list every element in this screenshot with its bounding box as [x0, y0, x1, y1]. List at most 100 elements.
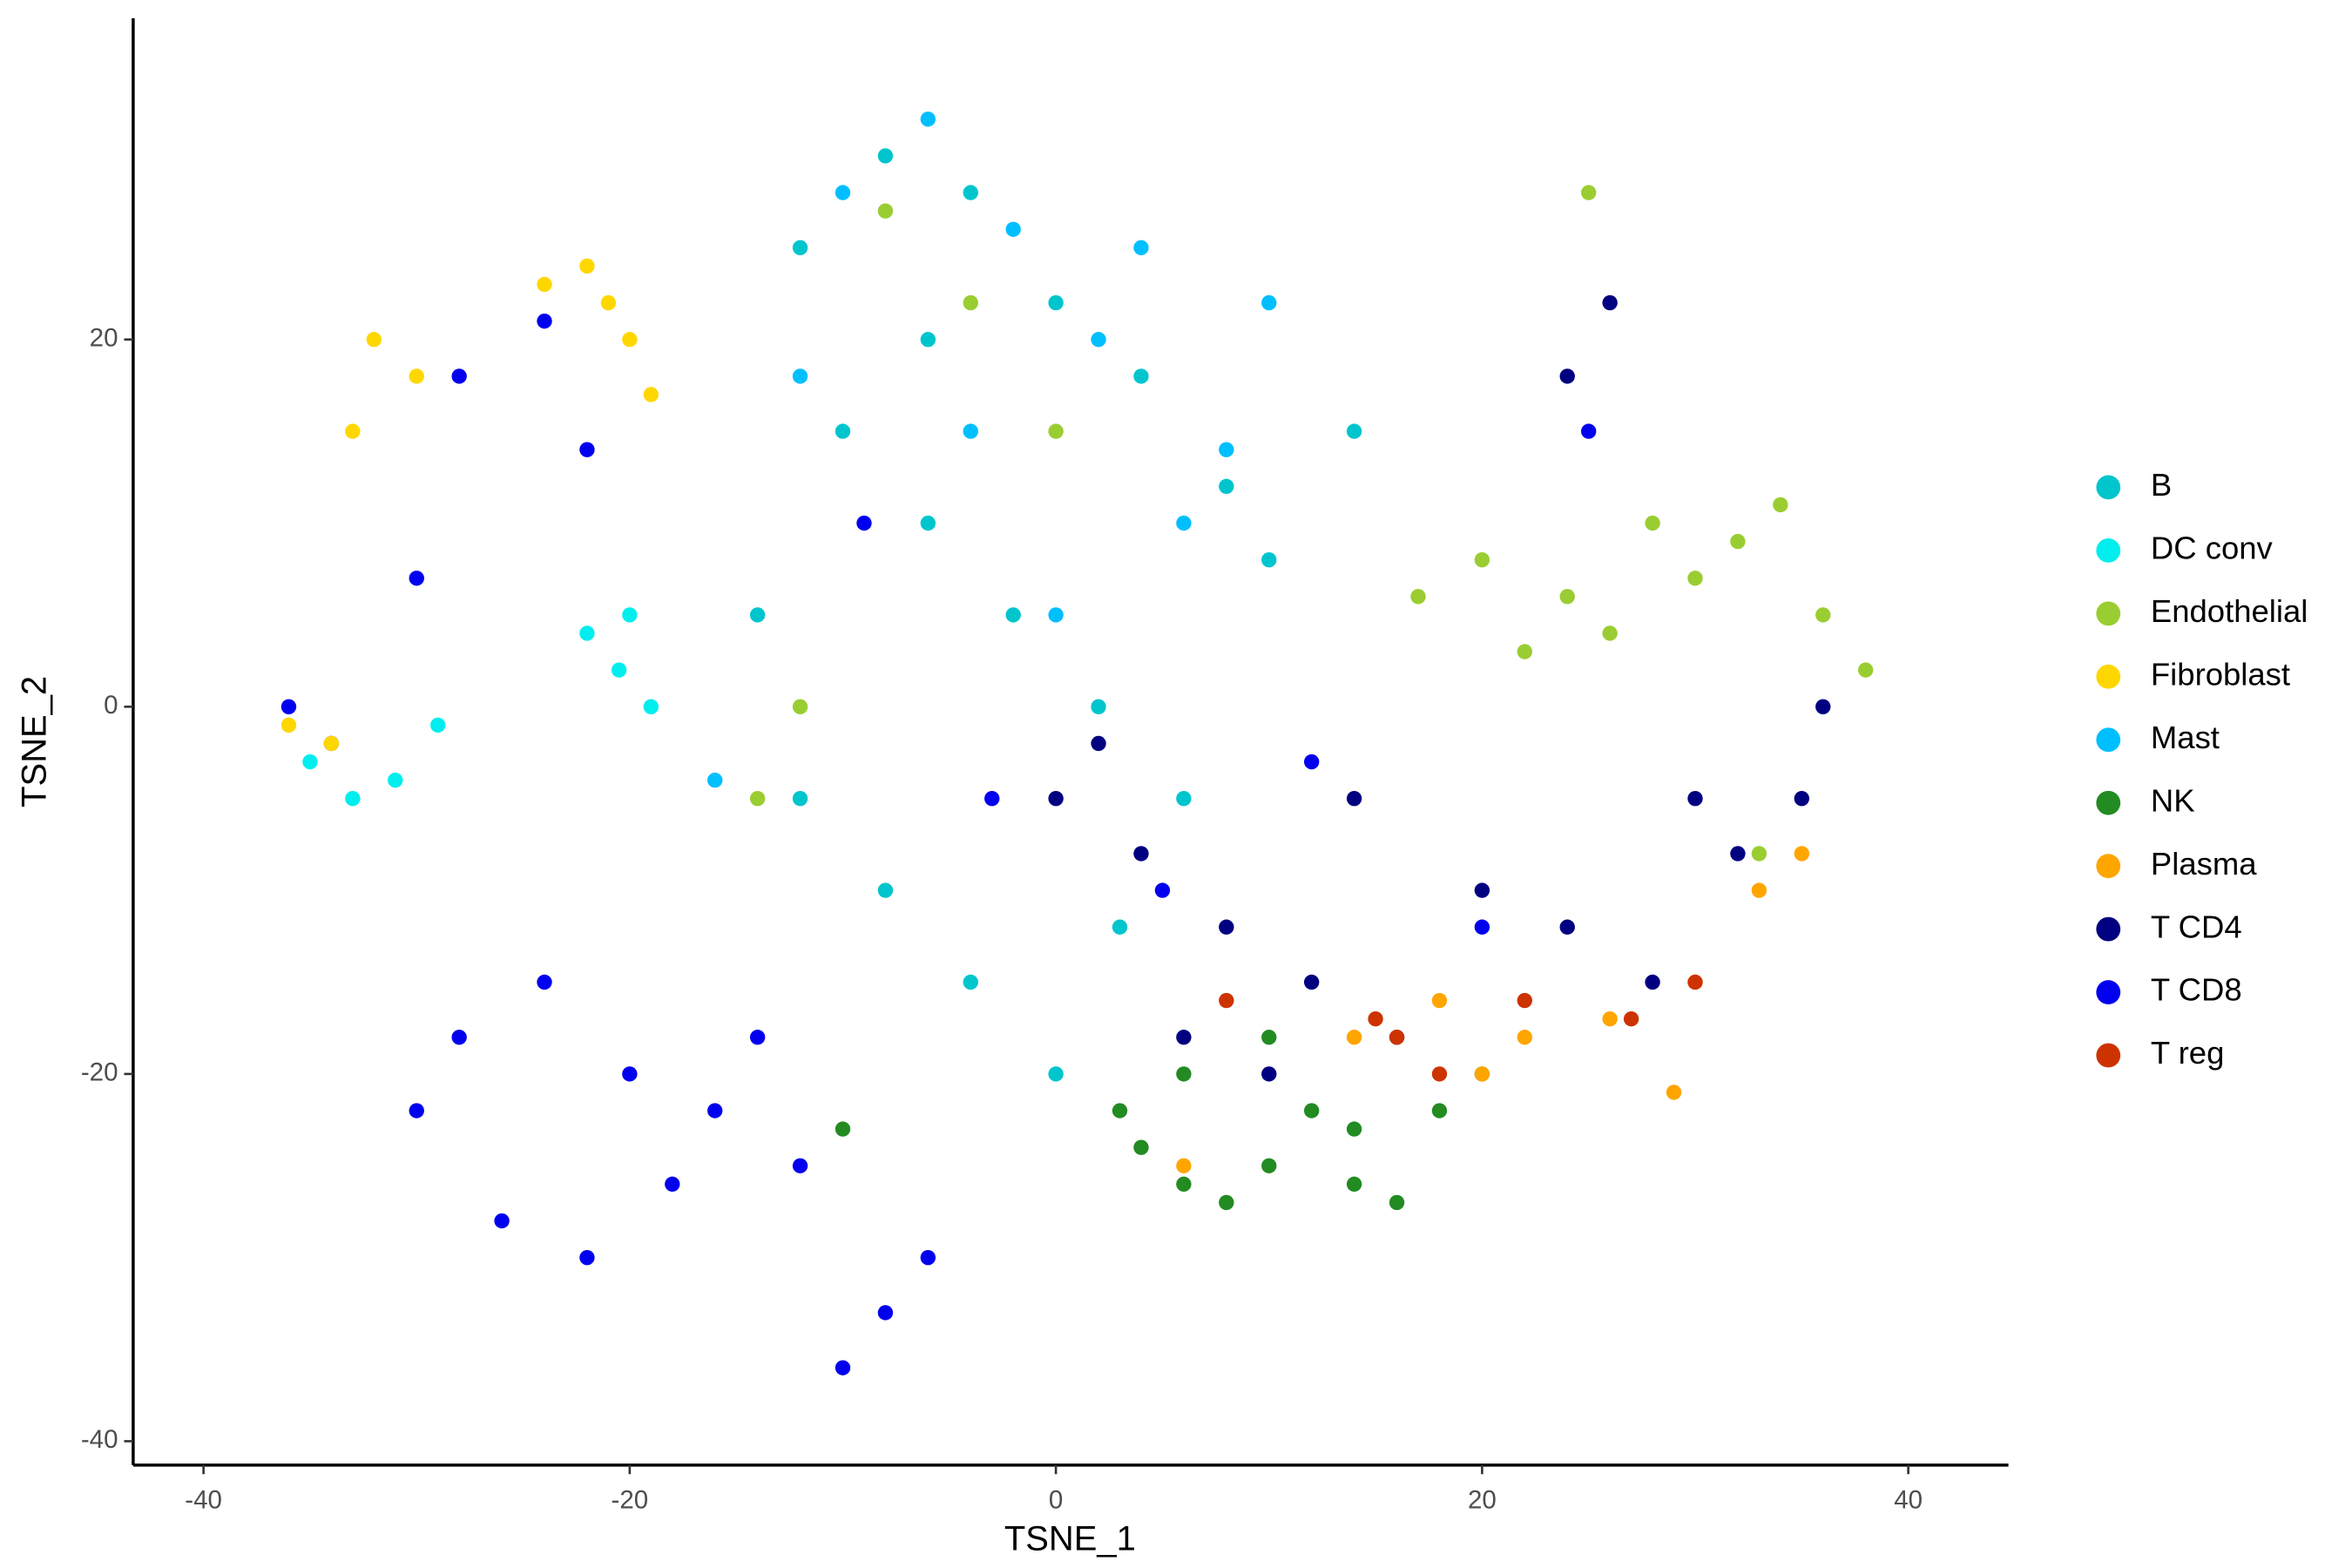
legend-label: DC conv — [2151, 531, 2274, 566]
point — [611, 662, 627, 678]
point — [1219, 442, 1234, 457]
point — [920, 112, 936, 127]
point — [963, 294, 978, 311]
point — [1559, 368, 1575, 384]
point — [792, 1158, 808, 1173]
point — [856, 515, 872, 531]
point — [579, 442, 595, 457]
point — [984, 791, 1000, 807]
point — [1623, 1010, 1639, 1027]
point — [1645, 974, 1660, 990]
point — [345, 791, 361, 807]
point — [1730, 533, 1746, 550]
point — [1580, 185, 1597, 200]
y-axis-title: TSNE_2 — [15, 676, 53, 808]
legend-key — [2096, 980, 2121, 1004]
point — [1687, 974, 1703, 990]
point — [792, 699, 808, 714]
point — [1773, 497, 1788, 513]
point — [749, 1030, 766, 1045]
point — [707, 772, 723, 788]
legend-label: Mast — [2151, 720, 2220, 755]
point — [537, 276, 552, 293]
point — [1176, 1176, 1192, 1193]
point — [835, 1121, 851, 1137]
point — [920, 1249, 936, 1266]
legend-label: T CD4 — [2151, 909, 2242, 944]
point — [366, 332, 382, 348]
legend-label: NK — [2151, 782, 2195, 818]
point — [1751, 882, 1767, 898]
legend-label: T CD8 — [2151, 972, 2242, 1008]
point — [1048, 791, 1064, 807]
point — [1794, 846, 1809, 862]
point — [494, 1213, 510, 1229]
point — [1091, 332, 1106, 348]
point — [409, 571, 424, 586]
point — [579, 258, 595, 274]
point — [1346, 1176, 1362, 1193]
x-tick-label: 20 — [1468, 1485, 1497, 1514]
point — [1219, 1194, 1234, 1211]
point — [1048, 607, 1064, 623]
point — [1346, 423, 1362, 439]
point — [877, 1305, 894, 1321]
point — [409, 368, 424, 384]
point — [792, 240, 808, 256]
point — [1730, 846, 1746, 862]
point — [665, 1176, 680, 1193]
legend: B DC conv Endothelial Fibroblast Mast NK Plasm… — [2096, 467, 2308, 1071]
point — [1474, 1066, 1490, 1082]
point — [1858, 662, 1874, 678]
point — [1346, 1030, 1362, 1045]
point — [1389, 1194, 1405, 1211]
point — [920, 332, 936, 348]
point — [302, 754, 318, 770]
x-tick-label: -40 — [185, 1485, 222, 1514]
point — [1303, 1103, 1320, 1119]
point — [1346, 791, 1362, 807]
point — [1580, 423, 1597, 439]
point — [1474, 882, 1490, 898]
point — [345, 423, 361, 439]
point — [1602, 294, 1618, 311]
point — [1261, 1030, 1277, 1045]
point — [1389, 1030, 1405, 1045]
point — [579, 625, 595, 641]
point — [1261, 294, 1277, 311]
point — [792, 791, 808, 807]
x-tick-label: 0 — [1049, 1485, 1063, 1514]
point — [1368, 1010, 1383, 1027]
point — [280, 699, 297, 714]
point — [1176, 1066, 1192, 1082]
point — [1666, 1085, 1682, 1100]
legend-key — [2096, 538, 2121, 563]
point — [1133, 846, 1149, 862]
legend-key — [2096, 664, 2121, 689]
point — [1474, 919, 1490, 935]
point — [1176, 1158, 1192, 1173]
point — [1091, 735, 1106, 752]
point — [1133, 1139, 1149, 1155]
point — [1303, 754, 1320, 770]
point — [430, 717, 446, 733]
point — [622, 607, 638, 623]
point — [835, 1360, 851, 1375]
point — [451, 1030, 467, 1045]
point — [1346, 1121, 1362, 1137]
point — [1048, 423, 1064, 439]
legend-key — [2096, 475, 2121, 500]
point — [1431, 992, 1448, 1009]
y-tick-label: 0 — [104, 691, 118, 720]
point — [537, 313, 552, 329]
point — [1815, 699, 1831, 714]
point — [1261, 551, 1277, 568]
x-tick-label: -20 — [612, 1485, 649, 1514]
legend-key — [2096, 916, 2121, 942]
legend-key — [2096, 601, 2121, 626]
x-axis-title: TSNE_1 — [1004, 1519, 1136, 1558]
point — [1112, 1103, 1128, 1119]
point — [1005, 607, 1021, 623]
